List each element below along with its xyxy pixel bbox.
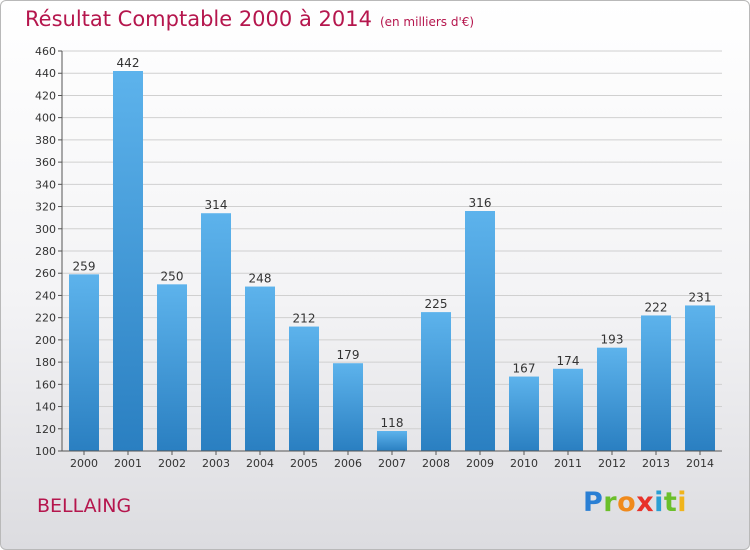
y-tick-label: 320 [35,201,56,214]
data-label-2013: 222 [645,300,668,314]
x-tick-label-2001: 2001 [114,457,142,470]
bars [69,71,715,451]
data-label-2000: 259 [73,259,96,273]
bar-2005 [289,326,319,451]
logo-letter: r [603,487,618,518]
y-tick-label: 280 [35,245,56,258]
x-tick-label-2012: 2012 [598,457,626,470]
axes [61,51,722,452]
data-label-2014: 231 [689,290,712,304]
data-label-2008: 225 [425,297,448,311]
bar-2010 [509,376,539,451]
bar-2014 [685,305,715,451]
data-label-2003: 314 [205,198,228,212]
y-tick-label: 160 [35,378,56,391]
logo-letter: x [636,487,655,518]
bar-2013 [641,315,671,451]
data-label-2001: 442 [117,56,140,70]
data-label-2010: 167 [513,362,536,376]
x-tick-label-2007: 2007 [378,457,406,470]
y-tick-label: 220 [35,312,56,325]
logo-letter: P [583,487,604,518]
y-tick-label: 420 [35,89,56,102]
logo-letter: t [663,487,678,518]
logo-letter: i [677,487,688,518]
bar-2009 [465,211,495,451]
proxiti-logo[interactable]: Proxiti [583,487,687,518]
x-tick-label-2014: 2014 [686,457,714,470]
y-tick-label: 200 [35,334,56,347]
x-tick-label-2013: 2013 [642,457,670,470]
x-tick-label-2006: 2006 [334,457,362,470]
data-labels: 259 442 250 314 248 212 179 118 225 316 167 174 193 2… [73,56,712,430]
y-tick-label: 140 [35,401,56,414]
x-tick-label-2008: 2008 [422,457,450,470]
x-tick-label-2005: 2005 [290,457,318,470]
y-tick-label: 440 [35,67,56,80]
x-tick-label-2003: 2003 [202,457,230,470]
y-tick-label: 180 [35,356,56,369]
y-tick-label: 360 [35,156,56,169]
data-label-2012: 193 [601,333,624,347]
bar-2011 [553,368,583,451]
y-tick-label: 260 [35,267,56,280]
chart-title-text: Résultat Comptable 2000 à 2014 [25,7,372,31]
data-label-2007: 118 [381,416,404,430]
bar-2001 [113,71,143,451]
city-name: BELLAING [37,495,132,517]
y-tick-label: 340 [35,178,56,191]
y-tick-label: 120 [35,423,56,436]
y-tick-label: 460 [35,45,56,58]
x-tick-label-2009: 2009 [466,457,494,470]
data-label-2005: 212 [293,312,316,326]
y-tick-label: 100 [35,445,56,458]
bar-2007 [377,431,407,451]
unit-note: (en milliers d'€) [379,15,475,29]
x-tick-label-2004: 2004 [246,457,274,470]
x-axis-ticks: 2000 2001 2002 2003 2004 2005 2006 2007 2008 2009… [70,451,714,470]
data-label-2011: 174 [557,354,580,368]
bar-2002 [157,284,187,451]
data-label-2009: 316 [469,196,492,210]
logo-letter: i [654,487,664,518]
bar-2000 [69,274,99,451]
bar-2012 [597,347,627,451]
bar-2008 [421,312,451,451]
grid-lines [62,50,722,430]
x-tick-label-2002: 2002 [158,457,186,470]
bar-2003 [201,213,231,451]
chart-title: Résultat Comptable 2000 à 2014 (en millie… [25,7,474,31]
y-tick-label: 240 [35,289,56,302]
y-axis-ticks: 100 120 140 160 180 200 220 240 260 280 300 320 340 3… [35,45,62,458]
x-tick-label-2010: 2010 [510,457,538,470]
y-tick-label: 400 [35,112,56,125]
bar-2004 [245,286,275,451]
bar-2006 [333,363,363,451]
data-label-2002: 250 [161,269,184,283]
data-label-2006: 179 [337,348,360,362]
logo-letter: o [617,487,637,518]
data-label-2004: 248 [249,272,272,286]
y-tick-label: 300 [35,223,56,236]
x-tick-label-2011: 2011 [554,457,582,470]
x-tick-label-2000: 2000 [70,457,98,470]
y-tick-label: 380 [35,134,56,147]
